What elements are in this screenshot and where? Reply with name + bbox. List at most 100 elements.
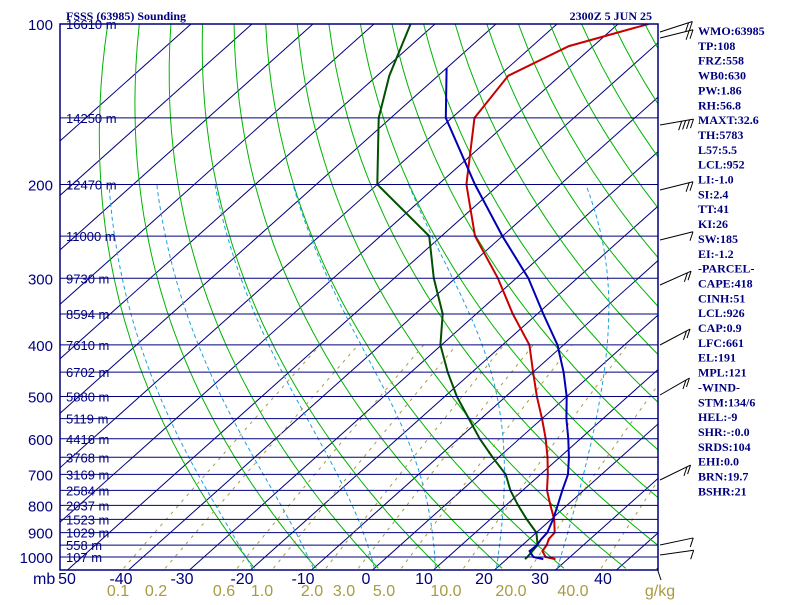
dry-adiabat-line bbox=[296, 24, 627, 569]
temperature-tick-label: -40 bbox=[109, 571, 132, 588]
mixing-ratio-tick-label: 0.1 bbox=[107, 583, 129, 600]
wind-barb-flag bbox=[685, 377, 690, 388]
height-label: 9730 m bbox=[66, 271, 109, 286]
index-label: PW:1.86 bbox=[698, 83, 742, 97]
index-label: FRZ:558 bbox=[698, 54, 744, 68]
pressure-tick-label: 1000 bbox=[20, 550, 53, 567]
dry-adiabat-line bbox=[98, 24, 255, 569]
wind-barb-flag bbox=[687, 464, 692, 475]
temperature-tick-label: -30 bbox=[170, 571, 193, 588]
dry-adiabat-line bbox=[328, 24, 658, 546]
height-label: 3768 m bbox=[66, 450, 109, 465]
wind-barb-shaft bbox=[659, 181, 694, 191]
wind-barb-flag bbox=[685, 182, 690, 192]
dry-adiabat-line bbox=[265, 24, 565, 569]
pressure-unit-label: mb bbox=[33, 571, 55, 588]
wind-barb-flag bbox=[686, 328, 691, 339]
mixing-ratio-tick-label: 2.0 bbox=[301, 583, 323, 600]
isotherm-line bbox=[311, 259, 658, 570]
pressure-tick-label: 300 bbox=[28, 271, 53, 288]
wind-barb-flag bbox=[682, 379, 687, 390]
wind-barb-flag bbox=[688, 21, 693, 31]
wind-barb-flag bbox=[687, 271, 692, 281]
index-label: L57:5.5 bbox=[698, 143, 737, 157]
dry-adiabat-line bbox=[486, 24, 658, 308]
temperature-tick-label: 30 bbox=[531, 571, 549, 588]
wind-barb-flag bbox=[685, 30, 690, 40]
height-label: 2584 m bbox=[66, 483, 109, 498]
pressure-tick-label: 700 bbox=[28, 467, 53, 484]
parcel-profile-line bbox=[444, 68, 570, 561]
wind-barb-flag bbox=[689, 231, 694, 241]
moist-adiabat-line bbox=[214, 184, 375, 569]
index-label: SW:185 bbox=[698, 232, 738, 246]
temperature-tick-label: 50 bbox=[58, 571, 76, 588]
reference-lines bbox=[60, 24, 658, 570]
dry-adiabat-line bbox=[517, 24, 658, 259]
height-label: 11000 m bbox=[66, 229, 116, 244]
mixing-ratio-tick-label: 3.0 bbox=[333, 583, 355, 600]
isotherm-line bbox=[494, 423, 658, 570]
index-label: SHR:-:0.0 bbox=[698, 425, 750, 439]
stability-indices-panel: WMO:63985TP:108FRZ:558WB0:630PW:1.86RH:5… bbox=[698, 24, 765, 498]
wind-barb bbox=[659, 21, 693, 33]
chart-title: FSSS (63985) Sounding bbox=[66, 9, 186, 23]
mixing-ratio-tick-label: 5.0 bbox=[373, 583, 395, 600]
index-label: TP:108 bbox=[698, 39, 735, 53]
mixing-ratio-unit-label: g/kg bbox=[645, 583, 675, 600]
index-label: SI:2.4 bbox=[698, 187, 728, 201]
mixing-ratio-tick-label: 10.0 bbox=[430, 583, 461, 600]
wind-barb bbox=[659, 118, 694, 131]
wind-barb-flag bbox=[690, 118, 694, 129]
chart-frame bbox=[59, 23, 662, 581]
mixing-ratio-tick-label: 20.0 bbox=[495, 583, 526, 600]
wind-barb bbox=[659, 29, 694, 40]
wind-barb bbox=[659, 181, 694, 192]
index-label: -PARCEL- bbox=[698, 262, 754, 276]
wind-barb-flag bbox=[689, 537, 694, 548]
wind-barb bbox=[659, 231, 694, 241]
index-label: WB0:630 bbox=[698, 69, 746, 83]
dry-adiabat-line bbox=[359, 24, 658, 499]
wind-barb-flag bbox=[678, 121, 683, 131]
isotherm-line bbox=[60, 24, 619, 523]
dry-adiabat-line bbox=[423, 24, 658, 403]
index-label: LI:-1.0 bbox=[698, 173, 734, 187]
mixing-ratio-line bbox=[123, 344, 321, 569]
isotherm-line bbox=[67, 42, 658, 570]
pressure-tick-label: 500 bbox=[28, 390, 53, 407]
mixing-ratio-line bbox=[273, 344, 457, 569]
temperature-tick-label: 40 bbox=[594, 571, 612, 588]
pressure-tick-label: 800 bbox=[28, 498, 53, 515]
index-label: LCL:926 bbox=[698, 306, 745, 320]
isotherm-line bbox=[60, 24, 497, 414]
isotherm-line bbox=[433, 368, 658, 570]
wind-barb-shaft bbox=[659, 328, 691, 346]
mixing-ratio-line bbox=[400, 344, 573, 569]
index-label: LFC:661 bbox=[698, 336, 744, 350]
wind-barb-shaft bbox=[659, 29, 694, 39]
dry-adiabat-line bbox=[454, 24, 658, 356]
temperature-profile-line bbox=[465, 24, 649, 561]
height-label: 1523 m bbox=[66, 512, 109, 527]
isotherm-line bbox=[128, 96, 658, 570]
pressure-tick-label: 600 bbox=[28, 432, 53, 449]
wind-barb-shaft bbox=[659, 21, 693, 33]
pressure-tick-label: 100 bbox=[28, 17, 53, 34]
isotherm-line bbox=[60, 24, 192, 142]
temperature-tick-label: -20 bbox=[230, 571, 253, 588]
index-label: EI:-1.2 bbox=[698, 247, 734, 261]
index-label: BRN:19.7 bbox=[698, 470, 748, 484]
pressure-tick-label: 900 bbox=[28, 526, 53, 543]
height-label: 8594 m bbox=[66, 307, 109, 322]
height-label: 107 m bbox=[66, 550, 102, 565]
wind-barb-flag bbox=[683, 330, 687, 341]
plot-border bbox=[59, 23, 659, 571]
wind-barb-flag bbox=[683, 272, 688, 282]
valid-time: 2300Z 5 JUN 25 bbox=[570, 9, 652, 23]
wind-barb-shaft bbox=[659, 377, 690, 396]
isotherm-line bbox=[60, 24, 253, 197]
wind-barb bbox=[659, 537, 694, 548]
axis-end-mark bbox=[656, 567, 662, 581]
